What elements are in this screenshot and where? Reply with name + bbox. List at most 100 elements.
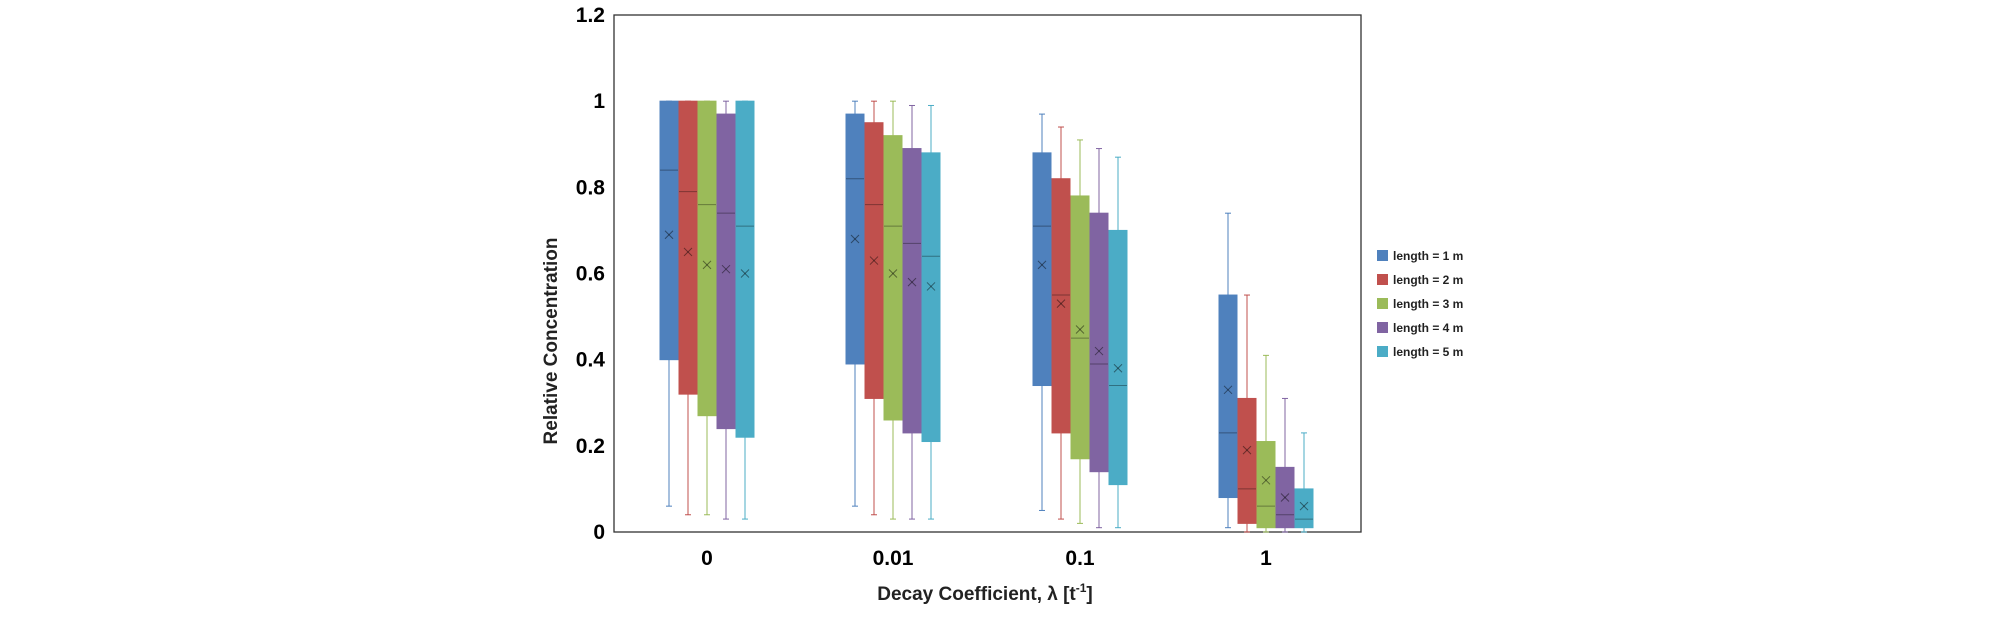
box-plot-item xyxy=(1256,354,1276,533)
legend-label: length = 5 m xyxy=(1393,345,1463,359)
mean-marker xyxy=(1242,445,1252,455)
y-tick-label: 0 xyxy=(593,521,605,544)
y-tick-label: 1.2 xyxy=(576,4,605,27)
legend-label: length = 2 m xyxy=(1393,273,1463,287)
box-body xyxy=(678,100,698,395)
box-body xyxy=(1256,441,1276,529)
mean-marker xyxy=(683,247,693,257)
series-5 xyxy=(735,100,1314,533)
box-plot-item xyxy=(678,100,698,516)
mean-marker xyxy=(702,260,712,270)
box-plot-item xyxy=(1070,139,1090,524)
box-body xyxy=(1089,212,1109,473)
mean-marker xyxy=(1094,346,1104,356)
x-axis-label-superscript: -1 xyxy=(1076,581,1087,595)
box-plot-item xyxy=(1218,212,1238,529)
mean-marker xyxy=(721,264,731,274)
mean-marker xyxy=(888,269,898,278)
legend-label: length = 4 m xyxy=(1393,321,1463,335)
box-body xyxy=(1032,152,1052,387)
legend-label: length = 3 m xyxy=(1393,297,1463,311)
box-body xyxy=(1218,294,1238,499)
plot-frame xyxy=(613,14,1362,533)
x-tick-label: 0 xyxy=(701,547,713,570)
box-body xyxy=(921,152,941,443)
mean-marker xyxy=(1280,493,1290,502)
box-plot-item xyxy=(1108,156,1128,529)
legend-item: length = 2 m xyxy=(1377,273,1463,287)
box-body xyxy=(1275,466,1295,529)
box-body xyxy=(902,148,922,434)
y-tick-label: 0.8 xyxy=(576,176,606,199)
mean-marker xyxy=(1075,325,1085,334)
box-plot-item xyxy=(1237,294,1257,533)
legend-item: length = 4 m xyxy=(1377,321,1463,335)
legend-swatch xyxy=(1377,250,1388,261)
legend-item: length = 5 m xyxy=(1377,345,1463,359)
mean-marker xyxy=(850,234,860,244)
mean-marker xyxy=(1075,325,1085,334)
mean-marker xyxy=(1223,385,1233,395)
mean-marker xyxy=(1223,385,1233,395)
y-tick-label: 0.2 xyxy=(576,435,605,458)
mean-marker xyxy=(1261,475,1271,485)
mean-marker xyxy=(926,282,936,291)
box-body xyxy=(845,113,865,365)
box-body xyxy=(1051,178,1071,434)
legend-item: length = 1 m xyxy=(1377,249,1463,263)
legend-swatch xyxy=(1377,346,1388,357)
mean-marker xyxy=(740,269,750,278)
mean-marker xyxy=(907,277,917,287)
y-axis-ticks: 0 0.2 0.4 0.6 0.8 1 1.2 xyxy=(576,4,606,544)
box-plot-item xyxy=(864,100,884,516)
x-tick-label: 0.1 xyxy=(1065,547,1095,570)
mean-marker xyxy=(926,282,936,291)
box-plot-item xyxy=(845,100,865,507)
mean-marker xyxy=(907,277,917,287)
x-axis-ticks: 0 0.01 0.1 1 xyxy=(701,547,1272,570)
plot-area xyxy=(613,14,1362,533)
legend-swatch xyxy=(1377,322,1388,333)
series-1 xyxy=(659,100,1238,529)
box-plot-item xyxy=(921,104,941,520)
x-tick-label: 0.01 xyxy=(873,547,914,570)
legend-item: length = 3 m xyxy=(1377,297,1463,311)
box-plot-item xyxy=(1089,148,1109,529)
box-plot-item xyxy=(716,100,736,520)
mean-marker xyxy=(1261,475,1271,485)
box-plot-item xyxy=(697,100,717,516)
mean-marker xyxy=(850,234,860,244)
legend-swatch xyxy=(1377,298,1388,309)
x-axis-label-main: Decay Coefficient, λ [t xyxy=(877,584,1076,605)
mean-marker xyxy=(1280,493,1290,502)
mean-marker xyxy=(1056,299,1066,309)
box-plot-item xyxy=(659,100,679,507)
mean-marker xyxy=(1094,346,1104,356)
y-tick-label: 0.4 xyxy=(576,349,606,372)
series-4 xyxy=(716,100,1295,533)
box-plot-item xyxy=(902,104,922,520)
box-body xyxy=(883,135,903,421)
box-plot-item xyxy=(1275,397,1295,533)
box-body xyxy=(659,100,679,361)
box-body xyxy=(716,113,736,430)
box-body xyxy=(735,100,755,438)
x-axis-label: Decay Coefficient, λ [t-1] xyxy=(877,581,1093,605)
box-body xyxy=(1108,229,1128,486)
box-plot-item xyxy=(1051,126,1071,520)
y-tick-label: 0.6 xyxy=(576,263,605,286)
mean-marker xyxy=(1056,299,1066,309)
box-series-group xyxy=(659,100,1314,533)
mean-marker xyxy=(888,269,898,278)
series-3 xyxy=(697,100,1276,533)
x-tick-label: 1 xyxy=(1260,547,1272,570)
legend[interactable]: length = 1 m length = 2 m length = 3 m leng… xyxy=(1377,249,1463,359)
mean-marker xyxy=(1037,260,1047,270)
mean-marker xyxy=(1037,260,1047,270)
x-axis-label-end: ] xyxy=(1086,584,1092,605)
mean-marker xyxy=(869,256,879,265)
mean-marker xyxy=(1113,363,1123,373)
box-plot-item xyxy=(1032,113,1052,511)
mean-marker xyxy=(721,264,731,274)
